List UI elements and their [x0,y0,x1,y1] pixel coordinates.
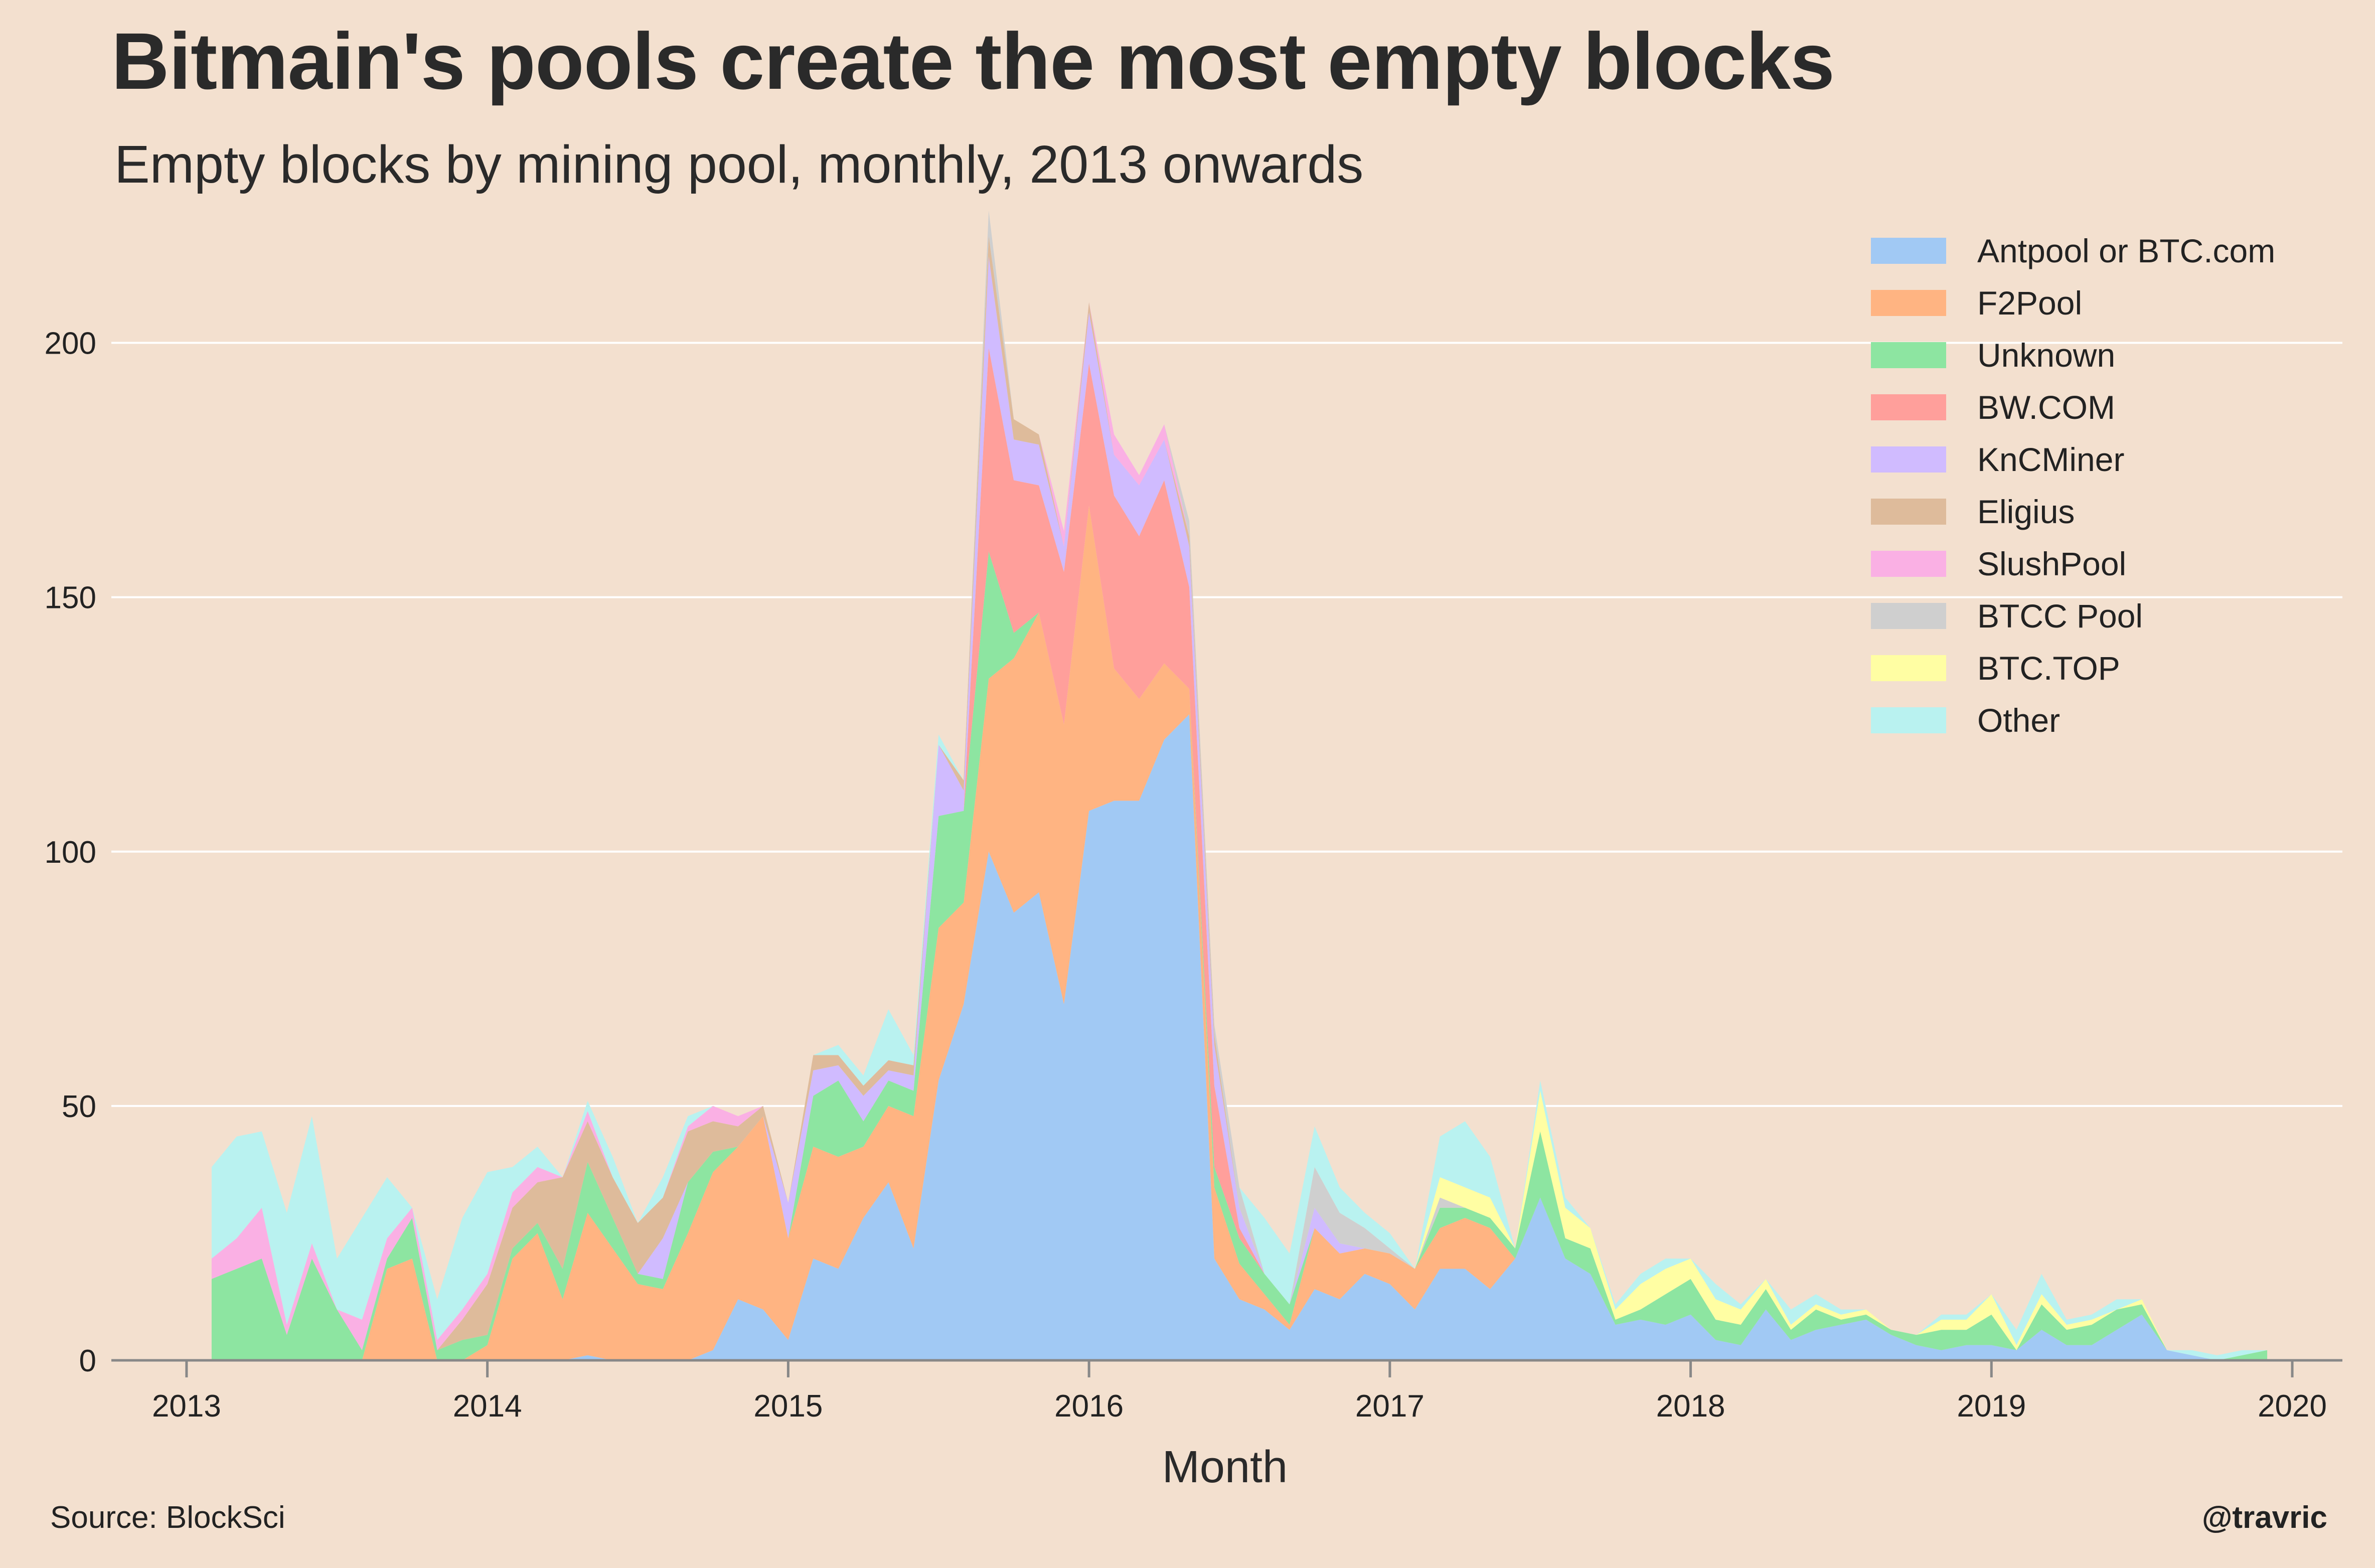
stacked-areas [211,210,2268,1361]
legend-label: Other [1977,702,2061,739]
legend-swatch [1871,707,1946,733]
legend-item: Antpool or BTC.com [1871,225,2275,277]
legend-item: KnCMiner [1871,433,2275,486]
legend-swatch [1871,394,1946,420]
chart-subtitle: Empty blocks by mining pool, monthly, 20… [114,135,1364,194]
legend-item: Unknown [1871,329,2275,381]
x-tick-label: 2019 [1957,1389,2026,1424]
legend-label: BTC.TOP [1977,650,2120,687]
y-tick-label: 100 [45,835,96,870]
legend-swatch [1871,499,1946,525]
chart-title: Bitmain's pools create the most empty bl… [111,16,1835,106]
axes: 2013 2014 2015 2016 2017 2018 2019 2020 0 50 100 15… [45,327,2342,1424]
legend-swatch [1871,446,1946,473]
legend-swatch [1871,551,1946,577]
legend-label: BTCC Pool [1977,597,2143,635]
legend-item: Eligius [1871,486,2275,538]
legend-swatch [1871,655,1946,681]
legend-swatch [1871,342,1946,368]
legend-label: Unknown [1977,337,2116,374]
credit: @travric [2201,1500,2327,1535]
legend-label: BW.COM [1977,389,2115,426]
y-tick-label: 150 [45,581,96,615]
y-tick-label: 50 [62,1089,96,1124]
y-tick-label: 200 [45,327,96,361]
x-tick-label: 2016 [1054,1389,1124,1424]
x-tick-label: 2013 [152,1389,221,1424]
x-tick-label: 2015 [753,1389,823,1424]
legend-item: BW.COM [1871,381,2275,433]
x-tick-label: 2020 [2258,1389,2327,1424]
legend-item: F2Pool [1871,277,2275,329]
legend-label: SlushPool [1977,545,2127,582]
x-axis-title: Month [1162,1442,1288,1492]
legend-label: Antpool or BTC.com [1977,232,2276,269]
legend-label: F2Pool [1977,284,2083,322]
legend-swatch [1871,603,1946,629]
legend-swatch [1871,238,1946,264]
legend-label: Eligius [1977,493,2075,530]
legend-item: BTCC Pool [1871,590,2275,642]
source-note: Source: BlockSci [50,1500,285,1535]
legend: Antpool or BTC.com F2Pool Unknown BW.COM KnC… [1871,225,2275,746]
legend-item: Other [1871,694,2275,746]
legend-label: KnCMiner [1977,441,2125,478]
y-tick-label: 0 [79,1344,96,1378]
x-tick-label: 2017 [1355,1389,1424,1424]
legend-item: BTC.TOP [1871,642,2275,694]
legend-swatch [1871,290,1946,316]
legend-item: SlushPool [1871,538,2275,590]
area-series-2 [211,506,2268,1360]
x-tick-label: 2014 [453,1389,522,1424]
x-tick-label: 2018 [1656,1389,1725,1424]
